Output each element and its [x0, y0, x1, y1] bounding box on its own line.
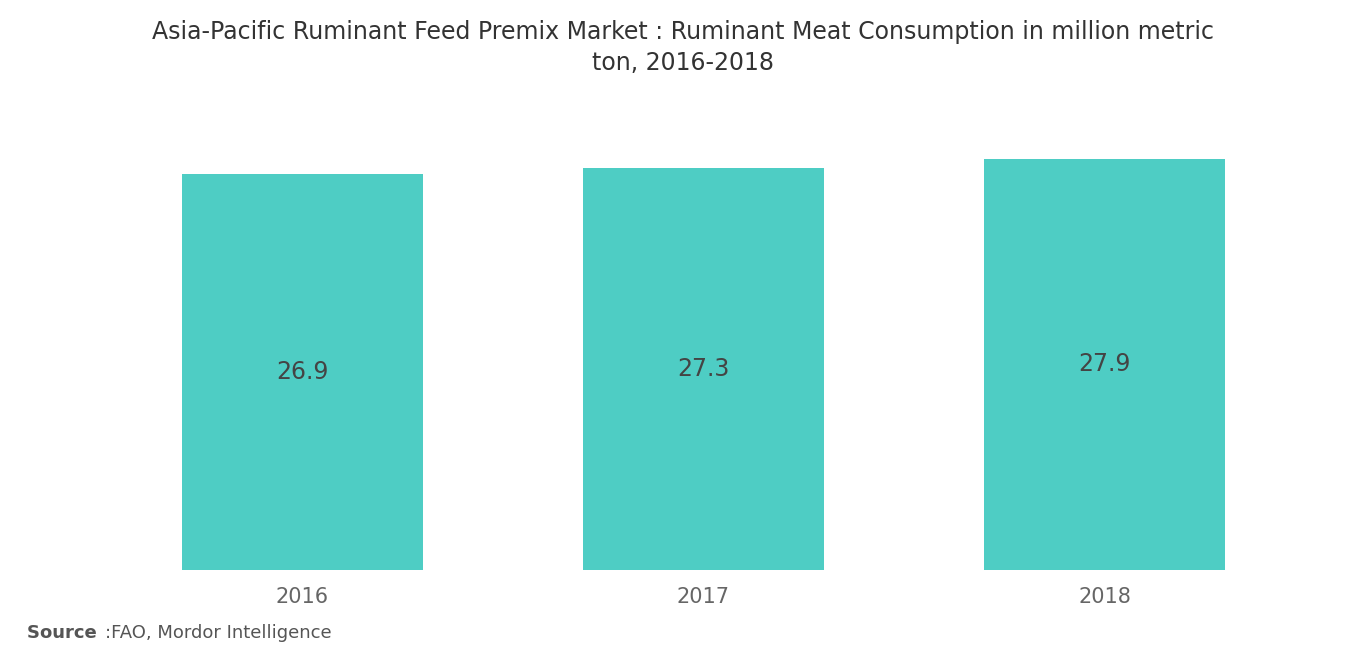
Text: 27.3: 27.3	[678, 357, 729, 381]
Text: :FAO, Mordor Intelligence: :FAO, Mordor Intelligence	[105, 624, 332, 642]
Bar	[984, 159, 1225, 570]
Text: 26.9: 26.9	[276, 360, 329, 384]
Text: Asia-Pacific Ruminant Feed Premix Market : Ruminant Meat Consumption in million : Asia-Pacific Ruminant Feed Premix Market…	[152, 20, 1214, 75]
Bar	[583, 168, 824, 570]
Text: Source: Source	[27, 624, 104, 642]
Bar	[182, 174, 423, 570]
Text: 27.9: 27.9	[1078, 352, 1131, 377]
